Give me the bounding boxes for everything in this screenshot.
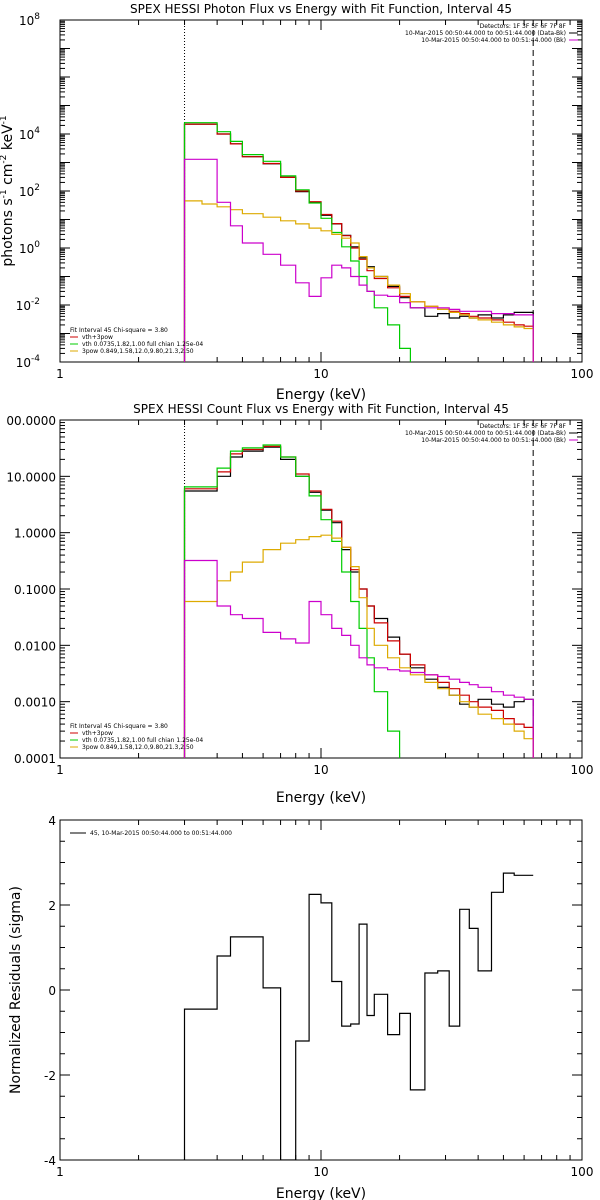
- y-tick-label: 1.0000: [14, 527, 56, 541]
- fit-legend-entry: 3pow 0.849,1.58,12.0,9.80,21.3,2.50: [82, 348, 194, 355]
- legend-entry: Detectors: 1F 3F 5F 6F 7F 8F: [480, 423, 567, 430]
- plot-frame: [59, 19, 583, 363]
- y-tick-label: 0.0001: [14, 752, 56, 766]
- chart-title: SPEX HESSI Photon Flux vs Energy with Fi…: [130, 2, 512, 16]
- x-tick-label: 1: [56, 367, 64, 381]
- series-vth: [183, 444, 534, 758]
- legend-entry: 10-Mar-2015 00:50:44.000 to 00:51:44.000…: [405, 30, 566, 37]
- chart-panel-3: 1 10 100 -4 -2 0 2 4 Energy (keV) Normalized Resi…: [8, 814, 593, 1200]
- y-tick-label: 102: [19, 183, 40, 199]
- x-tick-label: 10: [313, 367, 328, 381]
- y-tick-label: 0.0010: [14, 696, 56, 710]
- x-tick-label: 100: [571, 367, 594, 381]
- plot-area: [183, 444, 534, 758]
- series-vth: [183, 122, 534, 362]
- x-tick-label: 1: [56, 763, 64, 777]
- series-bk: [183, 158, 534, 362]
- series-bk: [183, 559, 534, 758]
- legend-entry: 45, 10-Mar-2015 00:50:44.000 to 00:51:44…: [90, 830, 232, 837]
- x-axis-label: Energy (keV): [276, 1186, 366, 1200]
- chart-title: SPEX HESSI Count Flux vs Energy with Fit…: [133, 402, 509, 416]
- y-tick-label: -4: [44, 1154, 56, 1168]
- series-residuals: [183, 872, 534, 1160]
- y-tick-label: 00.0000: [6, 414, 56, 428]
- x-tick-label: 10: [313, 763, 328, 777]
- fit-legend-entry: vth 0.0735,1.82,1.00 full chian 1.25e-04: [82, 737, 203, 744]
- x-axis-label: Energy (keV): [276, 790, 366, 806]
- x-tick-label: 10: [313, 1165, 328, 1179]
- plot-area: [183, 872, 534, 1160]
- x-axis-label: Energy (keV): [276, 387, 366, 403]
- y-axis-label: photons s-1 cm-2 keV-1: [0, 115, 16, 266]
- y-tick-label: 10-4: [16, 354, 41, 370]
- fit-legend-entry: Fit Interval 45 Chi-square = 3.80: [70, 723, 168, 730]
- y-tick-label: 2: [48, 899, 56, 913]
- y-tick-label: 0.0100: [14, 639, 56, 653]
- legend-entry: 10-Mar-2015 00:50:44.000 to 00:51:44.000…: [405, 430, 566, 437]
- legend-entry: 10-Mar-2015 00:50:44.000 to 00:51:44.000…: [421, 437, 566, 444]
- y-tick-label: 104: [19, 126, 40, 142]
- fit-legend-entry: vth+3pow: [82, 334, 113, 341]
- legend-entry: Detectors: 1F 3F 5F 6F 7F 8F: [480, 23, 567, 30]
- y-tick-label: 108: [19, 12, 40, 28]
- series-3pow: [183, 534, 534, 758]
- y-tick-label: -2: [44, 1069, 56, 1083]
- y-axis-label: Normalized Residuals (sigma): [8, 886, 24, 1094]
- x-tick-label: 100: [571, 1165, 594, 1179]
- x-tick-label: 100: [571, 763, 594, 777]
- y-tick-label: 10.0000: [6, 470, 56, 484]
- y-tick-label: 4: [48, 814, 56, 828]
- chart-panel-1: 1 10 100 10-4 10-2 100 102 104 108 SPEX HESSI Pho…: [0, 2, 593, 403]
- fit-legend-entry: Fit Interval 45 Chi-square = 3.80: [70, 327, 168, 334]
- y-tick-label: 100: [19, 240, 40, 256]
- plot-area: [183, 122, 534, 362]
- fit-legend-entry: vth+3pow: [82, 730, 113, 737]
- y-tick-label: 10-2: [16, 297, 40, 313]
- series-3pow: [183, 200, 534, 362]
- x-tick-label: 1: [56, 1165, 64, 1179]
- y-tick-label: 0.1000: [14, 583, 56, 597]
- fit-legend-entry: vth 0.0735,1.82,1.00 full chian 1.25e-04: [82, 341, 203, 348]
- y-tick-label: 0: [48, 984, 56, 998]
- chart-panel-2: 1 10 100 0.0001 0.0010 0.0100 0.1000 1.0000 10.0…: [6, 402, 594, 806]
- plot-frame: [59, 819, 583, 1161]
- fit-legend-entry: 3pow 0.849,1.58,12.0,9.80,21.3,2.50: [82, 744, 194, 751]
- legend-entry: 10-Mar-2015 00:50:44.000 to 00:51:44.000…: [421, 37, 566, 44]
